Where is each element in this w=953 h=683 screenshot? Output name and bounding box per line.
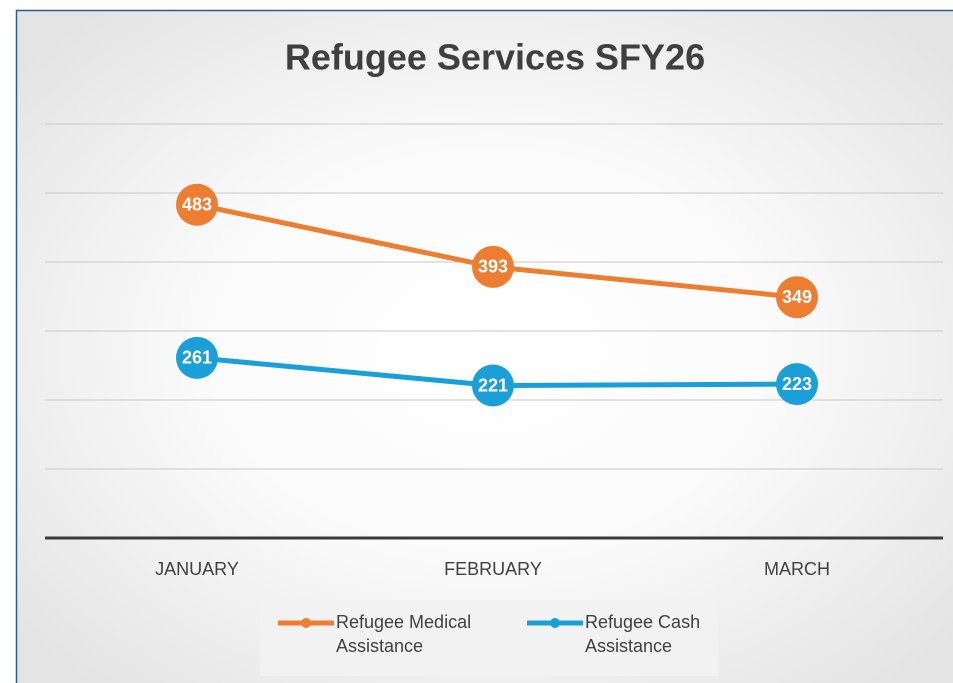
data-point bbox=[472, 245, 514, 288]
data-label: 223 bbox=[782, 374, 812, 394]
legend-marker bbox=[550, 618, 560, 628]
legend-text: Refugee Medical Assistance bbox=[336, 612, 472, 656]
data-label: 393 bbox=[478, 257, 508, 277]
legend-label: Refugee Cash Assistance bbox=[585, 612, 701, 656]
legend-marker bbox=[301, 618, 311, 628]
data-point bbox=[176, 183, 218, 226]
x-tick-label: JANUARY bbox=[155, 559, 239, 579]
x-tick-label: MARCH bbox=[764, 559, 830, 579]
data-label: 483 bbox=[182, 194, 212, 214]
legend-label: Refugee Medical Assistance bbox=[336, 612, 472, 656]
data-point bbox=[472, 364, 514, 407]
data-label: 349 bbox=[782, 287, 812, 307]
data-label: 221 bbox=[478, 375, 508, 395]
data-label: 261 bbox=[182, 348, 212, 368]
chart-title: Refugee Services SFY26 bbox=[285, 37, 705, 78]
legend-box bbox=[260, 600, 718, 676]
data-point bbox=[176, 336, 218, 379]
data-point bbox=[776, 363, 818, 406]
legend-text: Refugee Cash Assistance bbox=[585, 612, 701, 656]
x-tick-label: FEBRUARY bbox=[444, 559, 542, 579]
chart-area bbox=[15, 9, 953, 683]
data-point bbox=[776, 276, 818, 319]
